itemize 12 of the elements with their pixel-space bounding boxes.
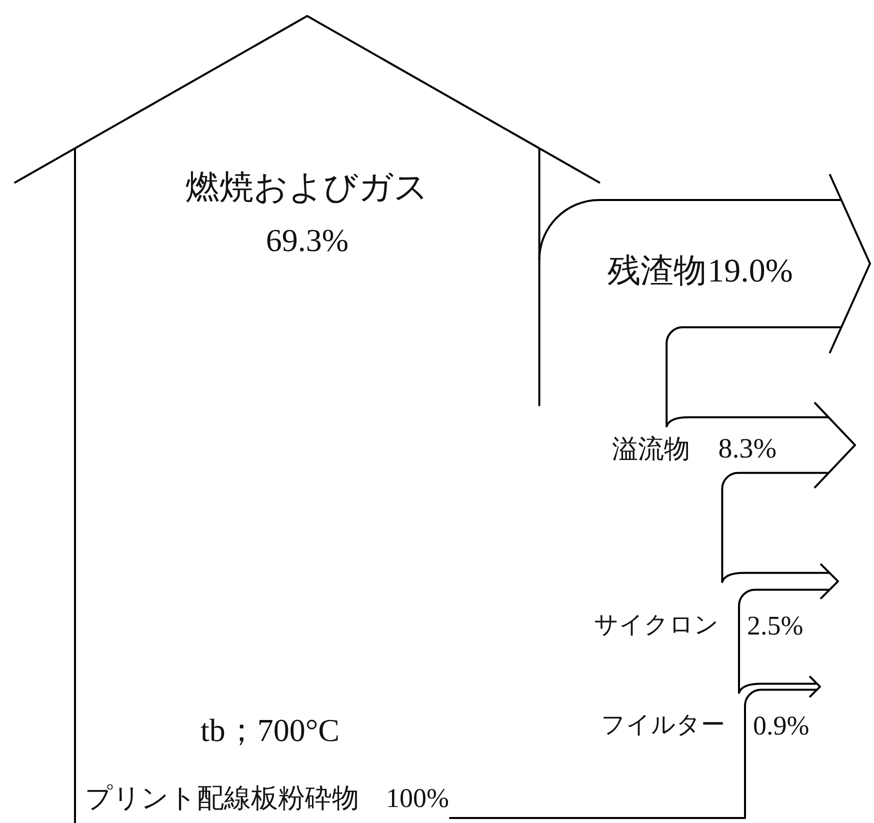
- data-label: 19.0%: [708, 254, 793, 290]
- category-label: サイクロン: [594, 612, 719, 639]
- data-label: 0.9%: [753, 710, 810, 741]
- text: tb；700°C: [200, 712, 340, 748]
- category-label: 燃焼およびガス: [186, 170, 429, 206]
- data-label: 8.3%: [718, 434, 777, 465]
- data-label: 69.3%: [266, 222, 348, 258]
- category-label: 溢流物: [612, 434, 690, 464]
- text: プリント配線板粉砕物 100%: [85, 783, 449, 813]
- data-label: 2.5%: [746, 610, 804, 641]
- category-label: フイルター: [601, 712, 725, 739]
- category-label: 残渣物: [608, 254, 707, 290]
